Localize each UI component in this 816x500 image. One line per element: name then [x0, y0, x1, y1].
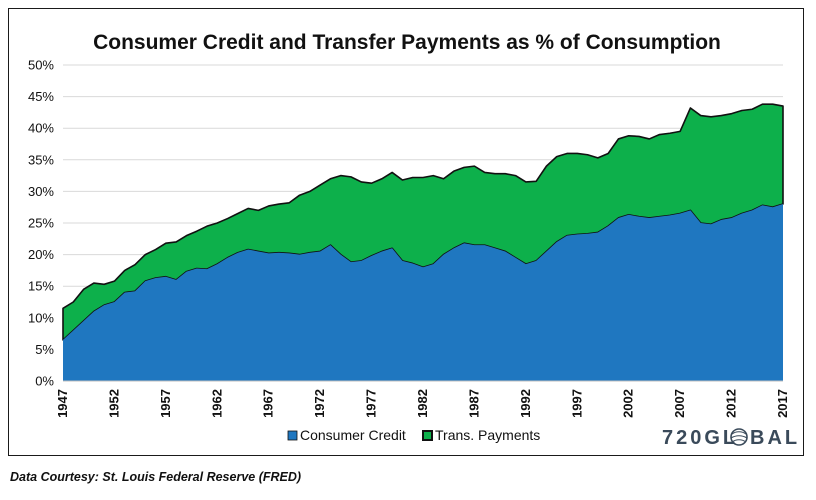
plot-area: [62, 103, 784, 381]
legend-label-consumer-credit: Consumer Credit: [300, 427, 406, 443]
x-tick-label: 1957: [158, 389, 173, 418]
y-tick-label: 30%: [28, 184, 54, 199]
legend-swatch-consumer-credit: [287, 430, 298, 441]
x-tick-label: 2017: [775, 389, 790, 418]
axes: 0% 5% 10% 15% 20% 25% 30% 35% 40% 45% 50% 1947 1952 1…: [28, 58, 790, 418]
globe-icon: [730, 428, 748, 446]
x-tick-label: 1982: [415, 389, 430, 418]
y-tick-label: 50%: [28, 58, 54, 73]
series-area-consumer-credit: [63, 204, 783, 381]
logo-720global: 720GL BAL: [662, 427, 800, 449]
y-tick-label: 40%: [28, 121, 54, 136]
y-tick-label: 35%: [28, 152, 54, 167]
x-tick-label: 1997: [569, 389, 584, 418]
x-tick-label: 1967: [261, 389, 276, 418]
x-tick-label: 1972: [312, 389, 327, 418]
x-tick-label: 1992: [518, 389, 533, 418]
svg-text:BAL: BAL: [750, 427, 800, 449]
y-tick-label: 10%: [28, 310, 54, 325]
x-tick-label: 2007: [672, 389, 687, 418]
x-tick-label: 2002: [621, 389, 636, 418]
x-tick-label: 1977: [364, 389, 379, 418]
x-tick-label: 2012: [724, 389, 739, 418]
svg-text:720GL: 720GL: [662, 427, 738, 449]
y-tick-label: 5%: [35, 342, 54, 357]
data-source-note: Data Courtesy: St. Louis Federal Reserve…: [10, 470, 302, 484]
legend: Consumer Credit Trans. Payments: [287, 427, 540, 443]
y-tick-label: 15%: [28, 279, 54, 294]
y-tick-label: 0%: [35, 374, 54, 389]
y-tick-label: 45%: [28, 89, 54, 104]
y-tick-label: 25%: [28, 216, 54, 231]
chart-title: Consumer Credit and Transfer Payments as…: [93, 31, 721, 54]
x-tick-label: 1952: [106, 389, 121, 418]
x-tick-label: 1962: [209, 389, 224, 418]
legend-swatch-trans-payments: [422, 430, 433, 441]
chart: Consumer Credit and Transfer Payments as…: [28, 31, 800, 449]
legend-label-trans-payments: Trans. Payments: [435, 427, 540, 443]
x-tick-label: 1987: [466, 389, 481, 418]
x-tick-label: 1947: [55, 389, 70, 418]
y-tick-label: 20%: [28, 247, 54, 262]
